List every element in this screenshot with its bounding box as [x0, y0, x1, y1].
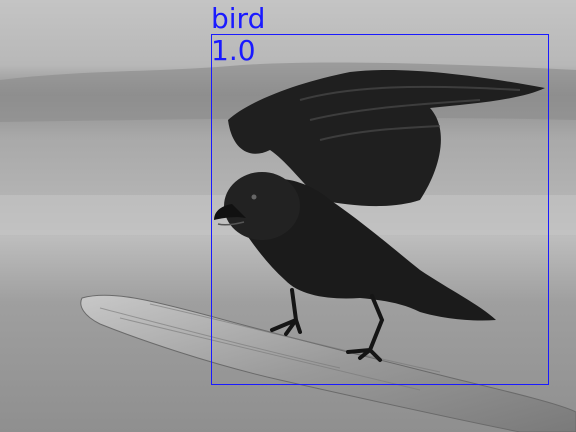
crow-left-leg	[270, 288, 302, 336]
detection-label: bird	[211, 2, 266, 35]
crow-wings	[228, 69, 545, 207]
crow-head	[224, 172, 300, 240]
crow-eye	[251, 194, 257, 200]
crow-beak	[214, 204, 246, 220]
driftwood-branch	[80, 294, 576, 432]
wing-feathers	[299, 85, 521, 141]
beak-line	[217, 221, 245, 226]
crow-right-leg	[346, 294, 385, 362]
crow-body	[240, 178, 496, 321]
detection-score: 1.0	[211, 34, 256, 67]
